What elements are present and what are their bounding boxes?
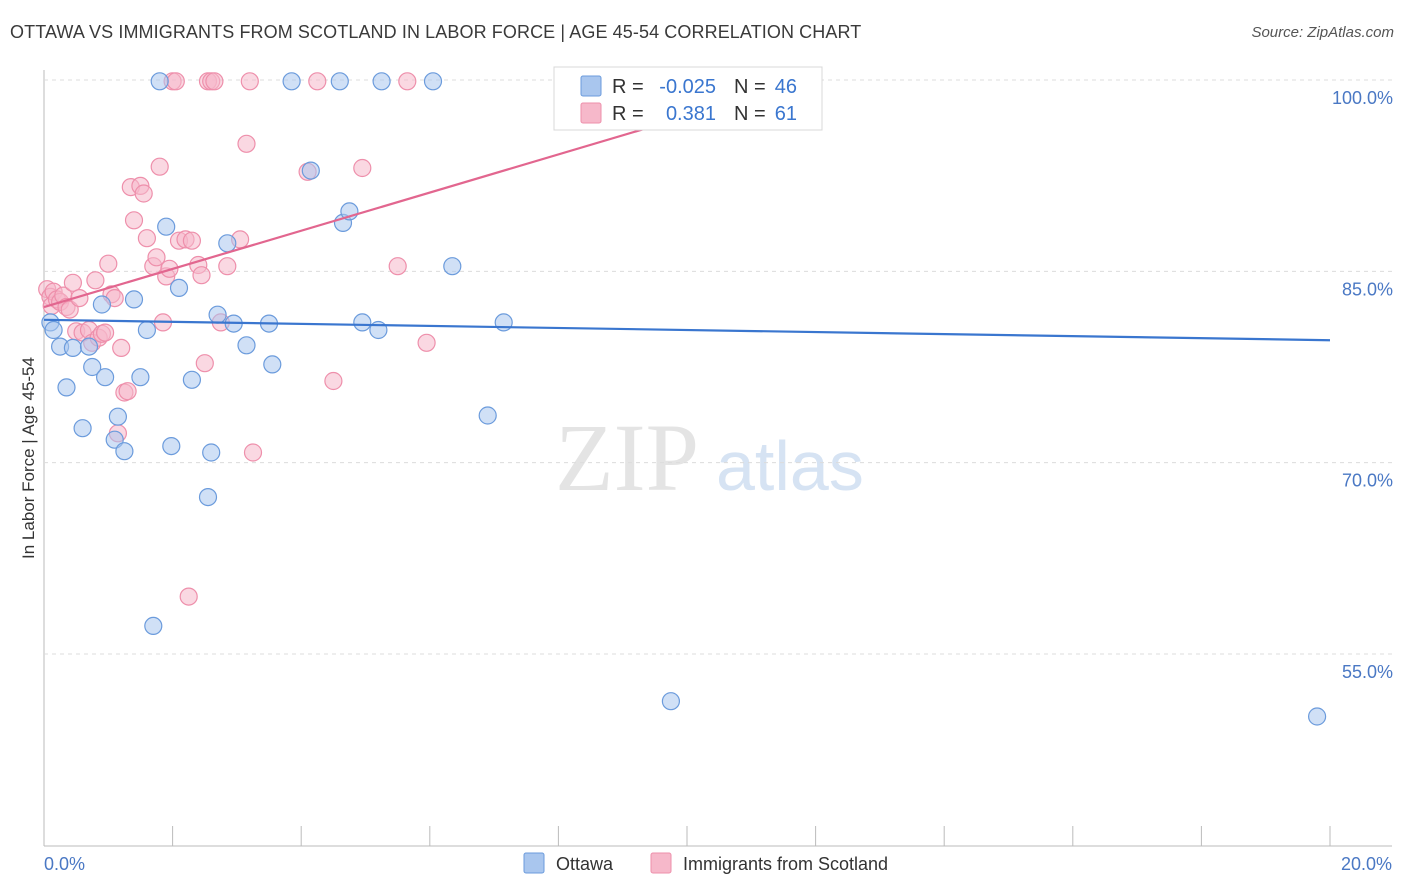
legend-n-value-ottawa: 46 bbox=[775, 76, 797, 98]
ottawa-point-15 bbox=[137, 320, 156, 340]
ottawa-point-37 bbox=[372, 72, 391, 91]
ottawa-point-6 bbox=[79, 337, 99, 356]
legend-r-label-ottawa: R = bbox=[612, 76, 644, 98]
y-axis-label: In Labor Force | Age 45-54 bbox=[19, 357, 38, 559]
scotland-point-33 bbox=[150, 157, 169, 176]
scotland-point-60 bbox=[398, 72, 417, 91]
ottawa-point-20 bbox=[169, 278, 189, 297]
series-legend: Ottawa Immigrants from Scotland bbox=[523, 852, 888, 874]
legend-r-value-scotland: 0.381 bbox=[666, 103, 716, 125]
ottawa-point-17 bbox=[150, 72, 169, 91]
x-tick-marks bbox=[43, 826, 1331, 846]
scotland-point-57 bbox=[324, 371, 343, 391]
series-ottawa-points bbox=[41, 72, 1327, 726]
series-scotland-points bbox=[38, 72, 822, 606]
ottawa-point-25 bbox=[218, 234, 237, 253]
scotland-point-54 bbox=[243, 443, 263, 462]
scotland-point-50 bbox=[218, 257, 237, 276]
ottawa-point-44 bbox=[661, 692, 681, 711]
legend-swatch-ottawa bbox=[580, 75, 602, 97]
ottawa-point-22 bbox=[198, 488, 218, 507]
bottom-legend-swatch-ottawa bbox=[523, 852, 545, 874]
watermark-atlas: atlas bbox=[716, 427, 864, 505]
legend-n-label-ottawa: N = bbox=[734, 76, 766, 98]
ottawa-point-32 bbox=[330, 72, 349, 91]
x-tick-label-right: 20.0% bbox=[1341, 854, 1392, 874]
scotland-point-45 bbox=[195, 354, 214, 373]
ottawa-point-5 bbox=[73, 419, 92, 438]
ottawa-point-3 bbox=[57, 378, 76, 397]
scotland-point-25 bbox=[118, 382, 137, 401]
scotland-point-9 bbox=[63, 273, 83, 292]
legend-n-label-scotland: N = bbox=[734, 103, 766, 125]
ottawa-point-31 bbox=[301, 161, 320, 180]
correlation-legend: R = -0.025 N = 46 R = 0.381 N = 61 bbox=[553, 66, 823, 131]
ottawa-point-4 bbox=[63, 338, 83, 357]
scotland-point-53 bbox=[240, 72, 259, 91]
ottawa-point-12 bbox=[115, 442, 134, 461]
ottawa-point-9 bbox=[95, 368, 115, 387]
y-tick-label-2: 70.0% bbox=[1342, 471, 1393, 491]
ottawa-point-35 bbox=[353, 313, 372, 332]
bottom-legend-label-ottawa: Ottawa bbox=[556, 854, 614, 874]
x-tick-label-left: 0.0% bbox=[44, 854, 85, 874]
legend-r-value-ottawa: -0.025 bbox=[659, 76, 716, 98]
ottawa-point-11 bbox=[108, 407, 128, 426]
ottawa-point-30 bbox=[282, 72, 301, 91]
ottawa-point-13 bbox=[124, 290, 144, 309]
chart-title: OTTAWA VS IMMIGRANTS FROM SCOTLAND IN LA… bbox=[10, 22, 862, 42]
watermark-zip: ZIP bbox=[555, 404, 699, 511]
scotland-point-30 bbox=[137, 229, 156, 248]
gridlines bbox=[44, 79, 1392, 655]
y-tick-label-1: 85.0% bbox=[1342, 279, 1393, 299]
scotland-point-61 bbox=[417, 333, 436, 352]
ottawa-point-40 bbox=[478, 406, 497, 425]
ottawa-point-1 bbox=[44, 320, 63, 340]
scotland-point-15 bbox=[86, 271, 105, 290]
scotland-point-27 bbox=[124, 211, 144, 230]
bottom-legend-swatch-scotland bbox=[650, 852, 672, 874]
scotland-point-58 bbox=[353, 158, 372, 178]
scotland-point-32 bbox=[147, 248, 166, 267]
scotland-point-23 bbox=[112, 338, 131, 357]
source-label: Source: ZipAtlas.com bbox=[1251, 24, 1394, 41]
y-tick-label-3: 55.0% bbox=[1342, 662, 1393, 682]
scotland-point-42 bbox=[179, 587, 198, 606]
scotland-point-44 bbox=[192, 266, 211, 285]
legend-r-label-scotland: R = bbox=[612, 103, 644, 125]
y-tick-labels: 100.0% 85.0% 70.0% 55.0% bbox=[1332, 88, 1393, 682]
ottawa-point-14 bbox=[131, 368, 150, 387]
ottawa-point-27 bbox=[237, 336, 256, 355]
ottawa-point-29 bbox=[263, 355, 282, 374]
legend-swatch-scotland bbox=[580, 102, 602, 124]
scotland-point-38 bbox=[166, 72, 185, 91]
scotland-point-59 bbox=[388, 257, 407, 276]
scotland-point-19 bbox=[99, 254, 118, 273]
scotland-point-41 bbox=[182, 231, 201, 250]
ottawa-point-8 bbox=[92, 295, 112, 314]
ottawa-point-23 bbox=[202, 443, 221, 462]
legend-n-value-scotland: 61 bbox=[775, 103, 797, 125]
bottom-legend-label-scotland: Immigrants from Scotland bbox=[683, 854, 888, 874]
ottawa-point-45 bbox=[1307, 707, 1327, 726]
ottawa-point-18 bbox=[157, 217, 176, 236]
ottawa-trend-line bbox=[43, 318, 1331, 342]
scotland-point-56 bbox=[308, 72, 327, 91]
ottawa-point-19 bbox=[162, 437, 181, 456]
ottawa-point-21 bbox=[182, 370, 201, 389]
watermark: ZIP atlas bbox=[555, 404, 864, 511]
ottawa-point-41 bbox=[494, 313, 513, 332]
scotland-point-29 bbox=[134, 184, 153, 203]
ottawa-point-38 bbox=[423, 72, 443, 91]
ottawa-point-39 bbox=[443, 257, 462, 276]
scotland-point-52 bbox=[237, 134, 256, 153]
scotland-point-48 bbox=[205, 72, 224, 91]
ottawa-point-24 bbox=[208, 305, 227, 324]
scotland-point-18 bbox=[95, 323, 115, 342]
ottawa-point-16 bbox=[144, 616, 163, 636]
y-tick-label-0: 100.0% bbox=[1332, 88, 1393, 108]
ottawa-point-7 bbox=[83, 357, 102, 377]
